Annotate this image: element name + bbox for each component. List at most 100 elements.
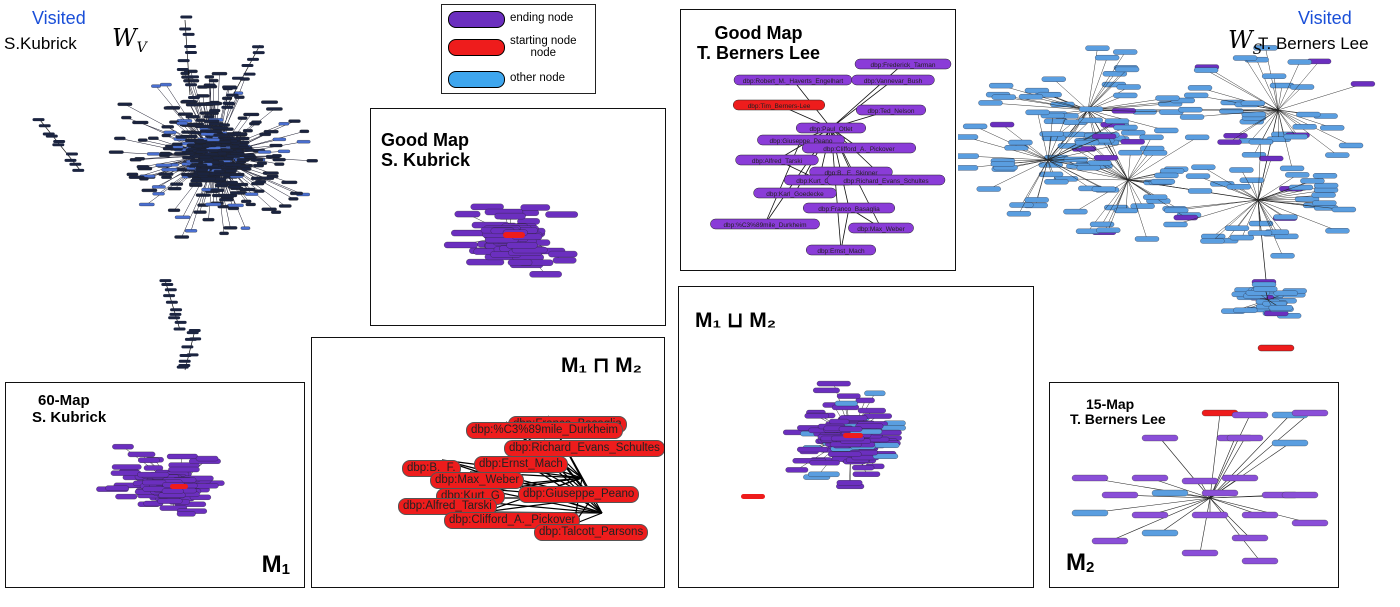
graph-node bbox=[1091, 186, 1117, 192]
graph-node bbox=[255, 180, 267, 184]
graph-node bbox=[176, 121, 188, 125]
graph-edge bbox=[1003, 96, 1089, 111]
graph-node bbox=[816, 380, 851, 387]
map15-title-line2: T. Berners Lee bbox=[1070, 411, 1166, 428]
graph-edge bbox=[1047, 141, 1133, 161]
graph-node bbox=[105, 485, 129, 491]
graph-node bbox=[1185, 173, 1211, 179]
graph-node bbox=[1071, 509, 1109, 517]
graph-node bbox=[1247, 230, 1273, 236]
graph-edge bbox=[1209, 412, 1311, 499]
graph-edge bbox=[1236, 199, 1259, 229]
graph-node bbox=[121, 115, 132, 120]
graph-node bbox=[210, 188, 225, 192]
gmb-node-label: dbp:Kurt_Godel bbox=[796, 178, 842, 185]
graph-edge bbox=[764, 139, 802, 225]
legend-label-starting: starting node node bbox=[510, 35, 577, 60]
graph-node bbox=[1338, 142, 1364, 149]
graph-edge bbox=[1087, 100, 1183, 111]
graph-node bbox=[1325, 228, 1350, 234]
graph-edge bbox=[1020, 142, 1049, 161]
graph-node bbox=[53, 140, 66, 144]
graph-edge bbox=[1209, 437, 1236, 499]
graph-node bbox=[213, 169, 226, 174]
graph-node bbox=[1313, 187, 1339, 193]
graph-node bbox=[170, 182, 184, 186]
graph-edge bbox=[1106, 142, 1129, 181]
gmb-node-label: dbp:Franco_Basaglia bbox=[818, 206, 880, 213]
graph-edge bbox=[1244, 57, 1279, 111]
graph-node bbox=[190, 179, 203, 183]
graph-node bbox=[271, 210, 282, 214]
graph-node bbox=[1294, 196, 1320, 202]
graph-edge bbox=[1125, 179, 1129, 211]
graph-node bbox=[137, 138, 148, 142]
graph-node bbox=[1191, 164, 1216, 170]
graph-node bbox=[143, 465, 164, 471]
graph-node bbox=[224, 169, 237, 173]
graph-edge bbox=[1037, 112, 1049, 161]
gmb-node-label: dbp:Tim_Berners-Lee bbox=[748, 103, 811, 110]
graph-edge bbox=[184, 19, 191, 96]
graph-node bbox=[1292, 124, 1317, 130]
graph-node bbox=[1131, 474, 1169, 482]
legend-swatch-ending bbox=[448, 11, 505, 28]
graph-node bbox=[1132, 109, 1157, 115]
graph-node bbox=[185, 83, 198, 87]
graph-node bbox=[132, 120, 149, 125]
graph-node bbox=[494, 212, 526, 220]
graph-node bbox=[157, 498, 183, 504]
good-map-kubrick-title-line1: Good Map bbox=[381, 130, 469, 150]
graph-node bbox=[289, 191, 303, 196]
graph-node bbox=[219, 123, 230, 127]
graph-edge bbox=[1047, 115, 1054, 161]
graph-node bbox=[239, 136, 250, 141]
graph-edge bbox=[1053, 79, 1089, 111]
graph-node bbox=[181, 345, 194, 349]
graph-node bbox=[164, 288, 177, 292]
graph-node bbox=[272, 157, 286, 162]
gmb-node-pill bbox=[854, 58, 952, 70]
gmb-node-pill bbox=[795, 122, 867, 134]
graph-node bbox=[212, 156, 225, 160]
graph-edge bbox=[830, 79, 894, 129]
graph-node bbox=[1229, 167, 1254, 173]
graph-edge bbox=[1127, 152, 1131, 181]
graph-edge bbox=[1199, 497, 1211, 554]
intersection-node: dbp:Giuseppe_Peano bbox=[518, 486, 640, 503]
gmb-node-label: dbp:Max_Weber bbox=[857, 226, 905, 233]
gmb-node-label: dbp:Ted_Nelson bbox=[868, 108, 915, 115]
gmb-node-label: dbp:Robert_M._Haverts_Engelhart bbox=[743, 78, 844, 85]
graph-node bbox=[1285, 172, 1310, 178]
graph-node bbox=[827, 451, 862, 457]
graph-node bbox=[1187, 188, 1213, 194]
graph-node bbox=[163, 130, 177, 134]
graph-edge bbox=[1047, 159, 1104, 190]
graph-node bbox=[182, 32, 195, 36]
graph-node bbox=[958, 165, 979, 171]
graph-node bbox=[1281, 491, 1319, 499]
graph-edge bbox=[1257, 180, 1313, 201]
graph-node bbox=[1091, 133, 1117, 139]
graph-node bbox=[1024, 87, 1050, 94]
graph-edge bbox=[1257, 199, 1278, 233]
graph-node bbox=[1312, 173, 1338, 179]
graph-node bbox=[179, 354, 192, 358]
graph-node bbox=[169, 312, 182, 316]
graph-node bbox=[221, 96, 233, 101]
graph-node bbox=[163, 106, 181, 110]
graph-node bbox=[1116, 84, 1141, 90]
legend-swatch-starting bbox=[448, 39, 505, 56]
graph-node bbox=[872, 453, 899, 459]
graph-node bbox=[261, 207, 277, 211]
node-legend: ending node starting node node other nod… bbox=[441, 4, 596, 94]
intersection-panel: M₁ ⊓ M₂ dbp:Franco_Basagliadbp:%C3%89mil… bbox=[311, 337, 665, 588]
map15-berners-panel: 15-Map T. Berners Lee M2 bbox=[1049, 382, 1339, 588]
graph-node bbox=[1200, 238, 1225, 244]
map60-kubrick-network bbox=[96, 444, 225, 517]
graph-node bbox=[281, 180, 298, 185]
graph-node bbox=[195, 455, 219, 462]
graph-node bbox=[1102, 71, 1127, 77]
graph-node bbox=[1041, 76, 1066, 82]
graph-node bbox=[1287, 59, 1312, 65]
